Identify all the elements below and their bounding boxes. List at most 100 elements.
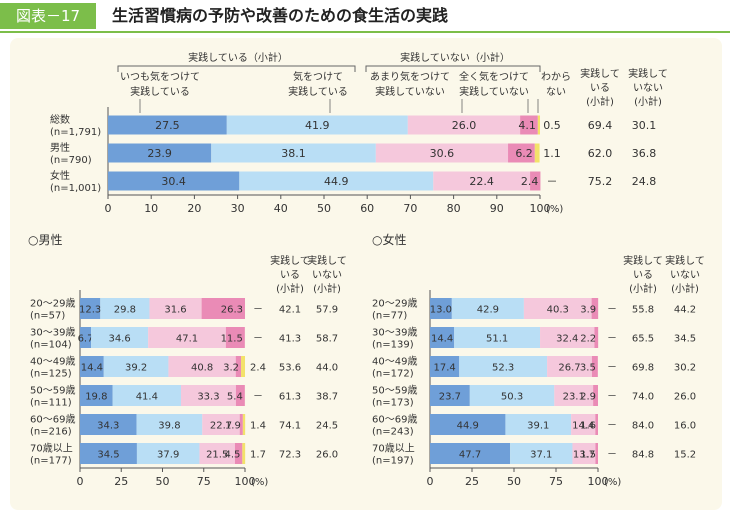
- category-label: 50～59歳: [372, 385, 417, 397]
- bar-value-label: 41.9: [305, 119, 330, 132]
- bar-value-label: 3.2: [223, 363, 239, 374]
- bar-segment: [241, 356, 245, 377]
- subtotal-practicing-value: 84.0: [632, 421, 654, 432]
- bar-value-label: 11.5: [221, 334, 243, 345]
- category-n-label: (n=177): [30, 456, 72, 467]
- bar-segment: [108, 171, 240, 191]
- legend-label: 実践している: [130, 85, 190, 98]
- bar-value-label: 40.3: [547, 305, 569, 316]
- bar-value-label: 3.9: [580, 305, 596, 316]
- bar-segment: [572, 443, 596, 464]
- dont-know-label: 1.7: [250, 450, 266, 461]
- bar-segment: [594, 327, 599, 348]
- bar-segment: [211, 143, 376, 163]
- bar-segment: [168, 356, 236, 377]
- bar-value-label: 17.4: [433, 363, 455, 374]
- legend-layer: 実践している（小計） 実践していない（小計）いつも気をつけて実践している気をつけて…: [117, 51, 668, 113]
- column-header-not: 実践して: [628, 67, 668, 80]
- bar-value-label: 1.5: [580, 450, 596, 461]
- column-header-not: (小計): [634, 95, 662, 108]
- column-header-not: 実践して: [665, 254, 705, 267]
- bar-segment: [136, 414, 203, 435]
- subtotal-practicing-value: 72.3: [279, 450, 301, 461]
- bar-segment: [459, 356, 548, 377]
- bar-value-label: 19.8: [85, 392, 107, 403]
- bar-value-label: 23.1: [563, 392, 585, 403]
- x-tick-label: 20: [187, 202, 201, 215]
- category-label: 20～29歳: [30, 298, 75, 310]
- bar-segment: [510, 443, 573, 464]
- bar-segment: [91, 327, 149, 348]
- bar-value-label: 12.3: [79, 305, 101, 316]
- bar-segment: [530, 171, 541, 191]
- dont-know-label: －: [607, 334, 617, 345]
- subchart-title: ○女性: [372, 232, 406, 247]
- bar-value-label: 2.2: [580, 334, 596, 345]
- category-label: 総数: [50, 113, 70, 126]
- bar-value-label: 52.3: [492, 363, 514, 374]
- bar-segment: [199, 443, 235, 464]
- bar-segment: [80, 443, 137, 464]
- bar-segment: [520, 115, 538, 135]
- bar-segment: [80, 327, 92, 348]
- chart-overall: 0 10 20 30 40 50 60 70 80 90 100(%) 総数(n=1,791) 27.5…: [50, 107, 656, 215]
- dont-know-label: －: [253, 305, 263, 316]
- dont-know-label: －: [253, 334, 263, 345]
- x-unit: (%): [251, 477, 268, 488]
- bar-segment: [430, 298, 452, 319]
- column-header-not: いない: [670, 269, 700, 281]
- category-label: 50～59歳: [30, 385, 75, 397]
- subtotal-not-value: 15.2: [674, 450, 696, 461]
- dont-know-label: －: [607, 392, 617, 403]
- bar-value-label: 14.4: [431, 334, 453, 345]
- category-n-label: (n=57): [30, 311, 65, 322]
- bar-segment: [375, 143, 509, 163]
- bar-value-label: 39.2: [125, 363, 147, 374]
- x-tick-label: 50: [156, 475, 170, 488]
- bar-value-label: 34.3: [97, 421, 119, 432]
- chart-female: 0 25 50 75 100(%) 20～29歳(n=77) 13.0 42.9 40.3 3.9…: [372, 232, 705, 488]
- bar-value-label: 41.4: [136, 392, 158, 403]
- group-label-practicing: 実践している（小計）: [188, 51, 288, 64]
- subtotal-not-value: 24.5: [316, 421, 338, 432]
- bar-segment: [103, 356, 169, 377]
- subtotal-not-value: 36.8: [632, 147, 657, 160]
- bar-value-label: 13.7: [573, 450, 595, 461]
- bar-segment: [235, 356, 242, 377]
- bar-value-label: 26.7: [558, 363, 580, 374]
- bar-segment: [80, 356, 104, 377]
- bar-value-label: 27.5: [155, 119, 180, 132]
- x-tick-label: 90: [490, 202, 504, 215]
- column-header-not: (小計): [671, 282, 699, 295]
- group-bracket-practicing: [117, 65, 356, 72]
- x-unit: (%): [604, 477, 621, 488]
- subtotal-not-value: 57.9: [316, 305, 338, 316]
- bar-segment: [537, 115, 540, 135]
- bar-value-label: 38.1: [281, 147, 306, 160]
- category-n-label: (n=77): [372, 311, 407, 322]
- subtotal-practicing-value: 41.3: [279, 334, 301, 345]
- category-label: 70歳以上: [372, 443, 415, 455]
- category-label: 70歳以上: [30, 443, 73, 455]
- legend-label: あまり気をつけて: [370, 70, 450, 83]
- bar-segment: [433, 171, 531, 191]
- dont-know-label: 0.5: [543, 119, 561, 132]
- column-header-practicing: (小計): [276, 282, 304, 295]
- dont-know-label: －: [547, 175, 558, 188]
- bar-value-label: 4.1: [518, 119, 536, 132]
- x-tick-label: 100: [235, 475, 256, 488]
- subtotal-not-value: 16.0: [674, 421, 696, 432]
- bar-value-label: 30.4: [161, 175, 186, 188]
- x-tick-label: 0: [77, 475, 84, 488]
- subchart-title: ○男性: [28, 233, 62, 247]
- dont-know-label: －: [607, 305, 617, 316]
- subtotal-practicing-value: 69.8: [632, 363, 654, 374]
- bar-segment: [80, 298, 101, 319]
- dont-know-label: 1.4: [250, 421, 266, 432]
- subtotal-not-value: 34.5: [674, 334, 696, 345]
- bar-segment: [108, 115, 227, 135]
- bar-value-label: 22.7: [210, 421, 232, 432]
- x-tick-label: 100: [588, 475, 609, 488]
- bar-segment: [80, 385, 113, 406]
- x-tick-label: 30: [231, 202, 245, 215]
